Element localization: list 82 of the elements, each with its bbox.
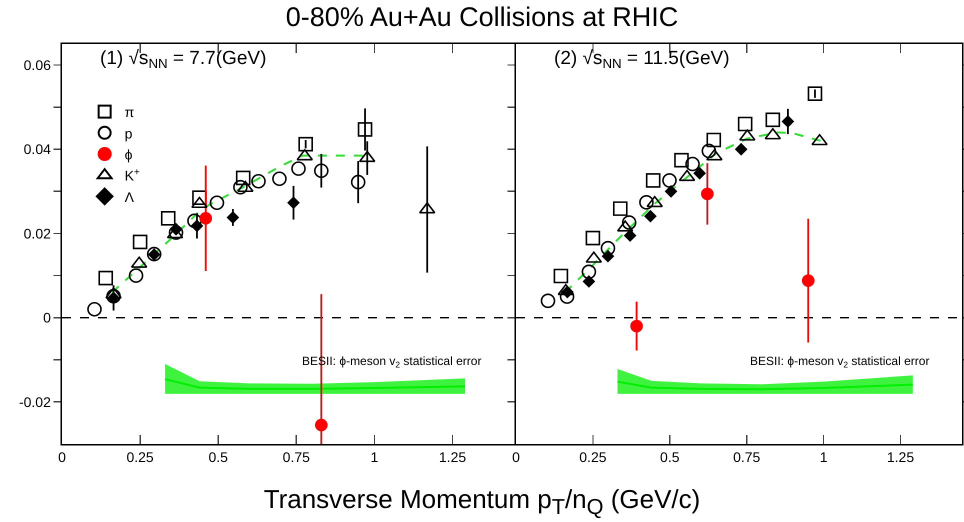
annotation: BESII: ϕ-meson v$_{2}$ statistical error [750, 354, 930, 370]
point [808, 86, 822, 101]
point [237, 180, 254, 192]
point [160, 211, 176, 226]
point [291, 161, 306, 176]
point [622, 215, 636, 230]
point [554, 268, 568, 284]
point [314, 163, 329, 178]
annotation: (2) √s$_{NN}$ = 11.5(GeV) [554, 48, 730, 71]
point [639, 195, 654, 210]
point [678, 170, 696, 182]
point [662, 173, 677, 188]
point [170, 223, 182, 236]
point [192, 190, 207, 205]
point [226, 211, 239, 224]
point [132, 234, 148, 250]
point [600, 240, 616, 256]
y-tick-label: 0 [43, 310, 52, 326]
point [288, 196, 300, 209]
legend-label: p [124, 125, 133, 142]
point [624, 230, 636, 242]
point [233, 180, 248, 194]
point [358, 122, 372, 137]
y-tick-label: 0.04 [24, 141, 52, 158]
annotation: (1) √s$_{NN}$ = 7.7(GeV) [100, 48, 266, 71]
legend-label: π [124, 104, 135, 120]
point [298, 136, 313, 152]
x-tick-label: 0.75 [282, 449, 310, 466]
point [701, 188, 714, 200]
point [190, 220, 203, 232]
x-tick-label: 0.25 [579, 449, 607, 466]
point [702, 144, 716, 158]
x-axis-title: Transverse Momentum p$_{T}$/n$_{Q}$ (GeV/c) [262, 484, 702, 520]
x-tick-label: 0.5 [208, 449, 228, 466]
y-tick-label: 0.06 [24, 56, 52, 73]
point [646, 173, 660, 188]
point [674, 152, 689, 168]
point [802, 274, 815, 287]
point [582, 264, 596, 280]
point [87, 302, 102, 317]
point [191, 196, 208, 208]
x-tick-label: 1 [370, 449, 379, 466]
point [685, 156, 700, 172]
y-tick-label: 0.02 [24, 225, 52, 242]
x-tick-label: 1.25 [886, 449, 914, 466]
x-tick-label: 0 [512, 449, 520, 466]
point [199, 212, 212, 225]
point [582, 275, 595, 288]
point [735, 143, 748, 156]
point [694, 167, 706, 180]
point [706, 132, 722, 148]
point [272, 171, 287, 186]
legend-label: K$^{+}$ [124, 166, 140, 184]
x-tick-label: 0 [58, 449, 66, 466]
point [738, 116, 752, 132]
chart-title: 0-80% Au+Au Collisions at RHIC [284, 2, 680, 33]
point [602, 250, 614, 262]
point [665, 185, 678, 198]
point [98, 270, 114, 286]
point [612, 201, 628, 216]
legend-label: Λ [124, 188, 135, 205]
point [350, 174, 366, 190]
point [315, 418, 328, 432]
point [766, 112, 780, 128]
point [782, 115, 794, 128]
point [630, 320, 643, 332]
legend-label: ϕ [124, 146, 133, 162]
point [586, 230, 600, 246]
point [236, 170, 250, 186]
y-tick-label: -0.02 [18, 394, 52, 410]
point [540, 294, 556, 308]
x-tick-label: 1.25 [438, 449, 466, 466]
x-tick-label: 0.5 [660, 449, 680, 466]
point [108, 292, 120, 304]
x-tick-label: 0.25 [126, 449, 154, 466]
x-tick-label: 0.75 [733, 449, 761, 466]
x-tick-label: 1 [820, 449, 828, 466]
point [251, 174, 266, 189]
point [561, 286, 574, 298]
point [210, 195, 224, 210]
point [644, 210, 656, 222]
point [128, 268, 144, 283]
